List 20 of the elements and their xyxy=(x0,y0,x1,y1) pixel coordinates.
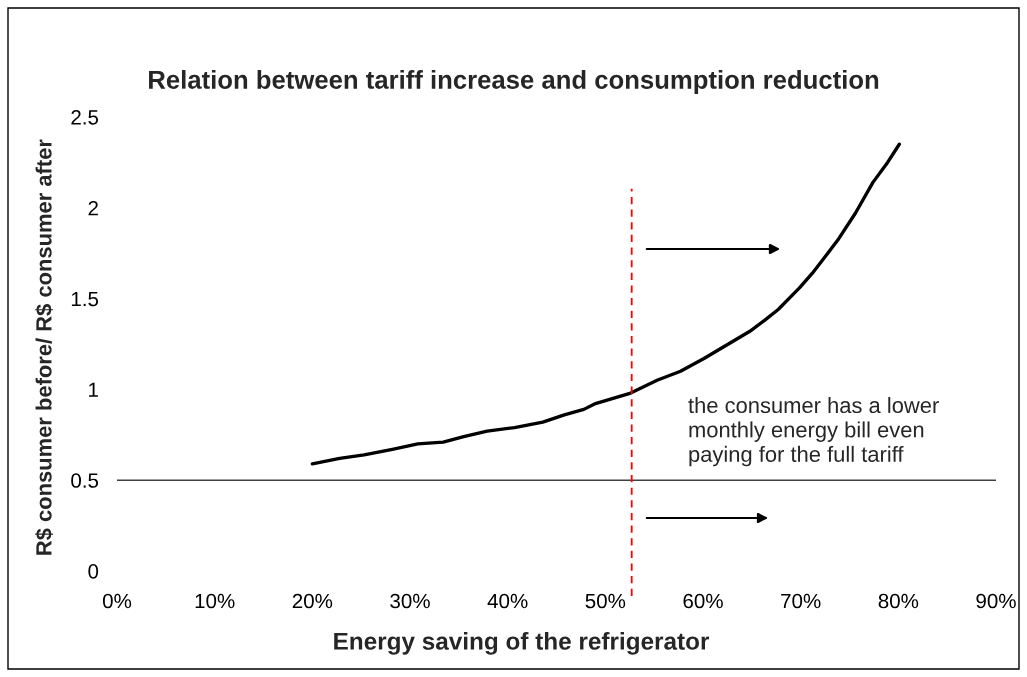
y-tick-label: 2.5 xyxy=(71,110,99,125)
x-tick-label: 30% xyxy=(390,593,430,609)
x-tick-label: 80% xyxy=(878,593,919,609)
y-tick-label: 2 xyxy=(88,200,98,216)
y-tick-label: 1 xyxy=(89,382,98,397)
y-tick-label: 0.5 xyxy=(71,473,99,488)
y-tick-label: 1.5 xyxy=(71,291,99,307)
annotation: the consumer has a lower monthly energy bill even paying for the full tariff xyxy=(688,397,939,467)
x-tick-label: 60% xyxy=(683,593,723,609)
x-tick-label: 20% xyxy=(292,593,333,609)
y-tick-label: 0 xyxy=(88,564,99,579)
x-axis-title: Energy saving of the refrigerator xyxy=(334,632,710,655)
x-tick-label: 40% xyxy=(487,593,528,609)
x-tick-label: 90% xyxy=(976,593,1016,609)
chart-title: Relation between tariff increase and consumption reduction xyxy=(149,70,879,94)
x-tick-label: 50% xyxy=(585,593,626,609)
x-tick-label: 0% xyxy=(102,593,132,609)
x-tick-label: 70% xyxy=(781,593,821,609)
x-tick-label: 10% xyxy=(195,593,235,609)
y-axis-title: R$ consumer before/ R$ consumer after xyxy=(35,139,54,555)
